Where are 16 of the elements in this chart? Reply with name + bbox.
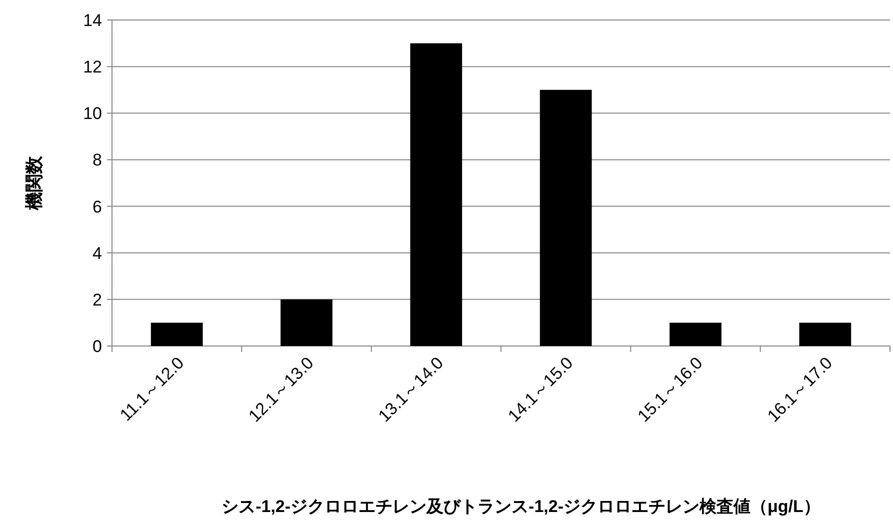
y-tick-label: 12	[83, 58, 102, 77]
y-tick-label: 14	[83, 11, 102, 30]
y-tick-label: 0	[92, 337, 102, 356]
y-tick-label: 2	[92, 290, 102, 310]
y-tick-label: 8	[92, 150, 102, 170]
bar	[540, 90, 592, 346]
bar	[670, 322, 722, 346]
y-tick-label: 6	[92, 197, 102, 216]
bar	[280, 299, 332, 346]
y-tick-label: 10	[83, 104, 102, 124]
y-tick-label: 4	[92, 244, 102, 263]
y-axis-title: 機関数	[24, 155, 44, 211]
x-axis-title: シス-1,2-ジクロロエチレン及びトランス-1,2-ジクロロエチレン検査値（μg/L）	[222, 497, 820, 516]
bar	[410, 43, 462, 346]
bar	[799, 322, 852, 346]
bar	[150, 322, 203, 346]
